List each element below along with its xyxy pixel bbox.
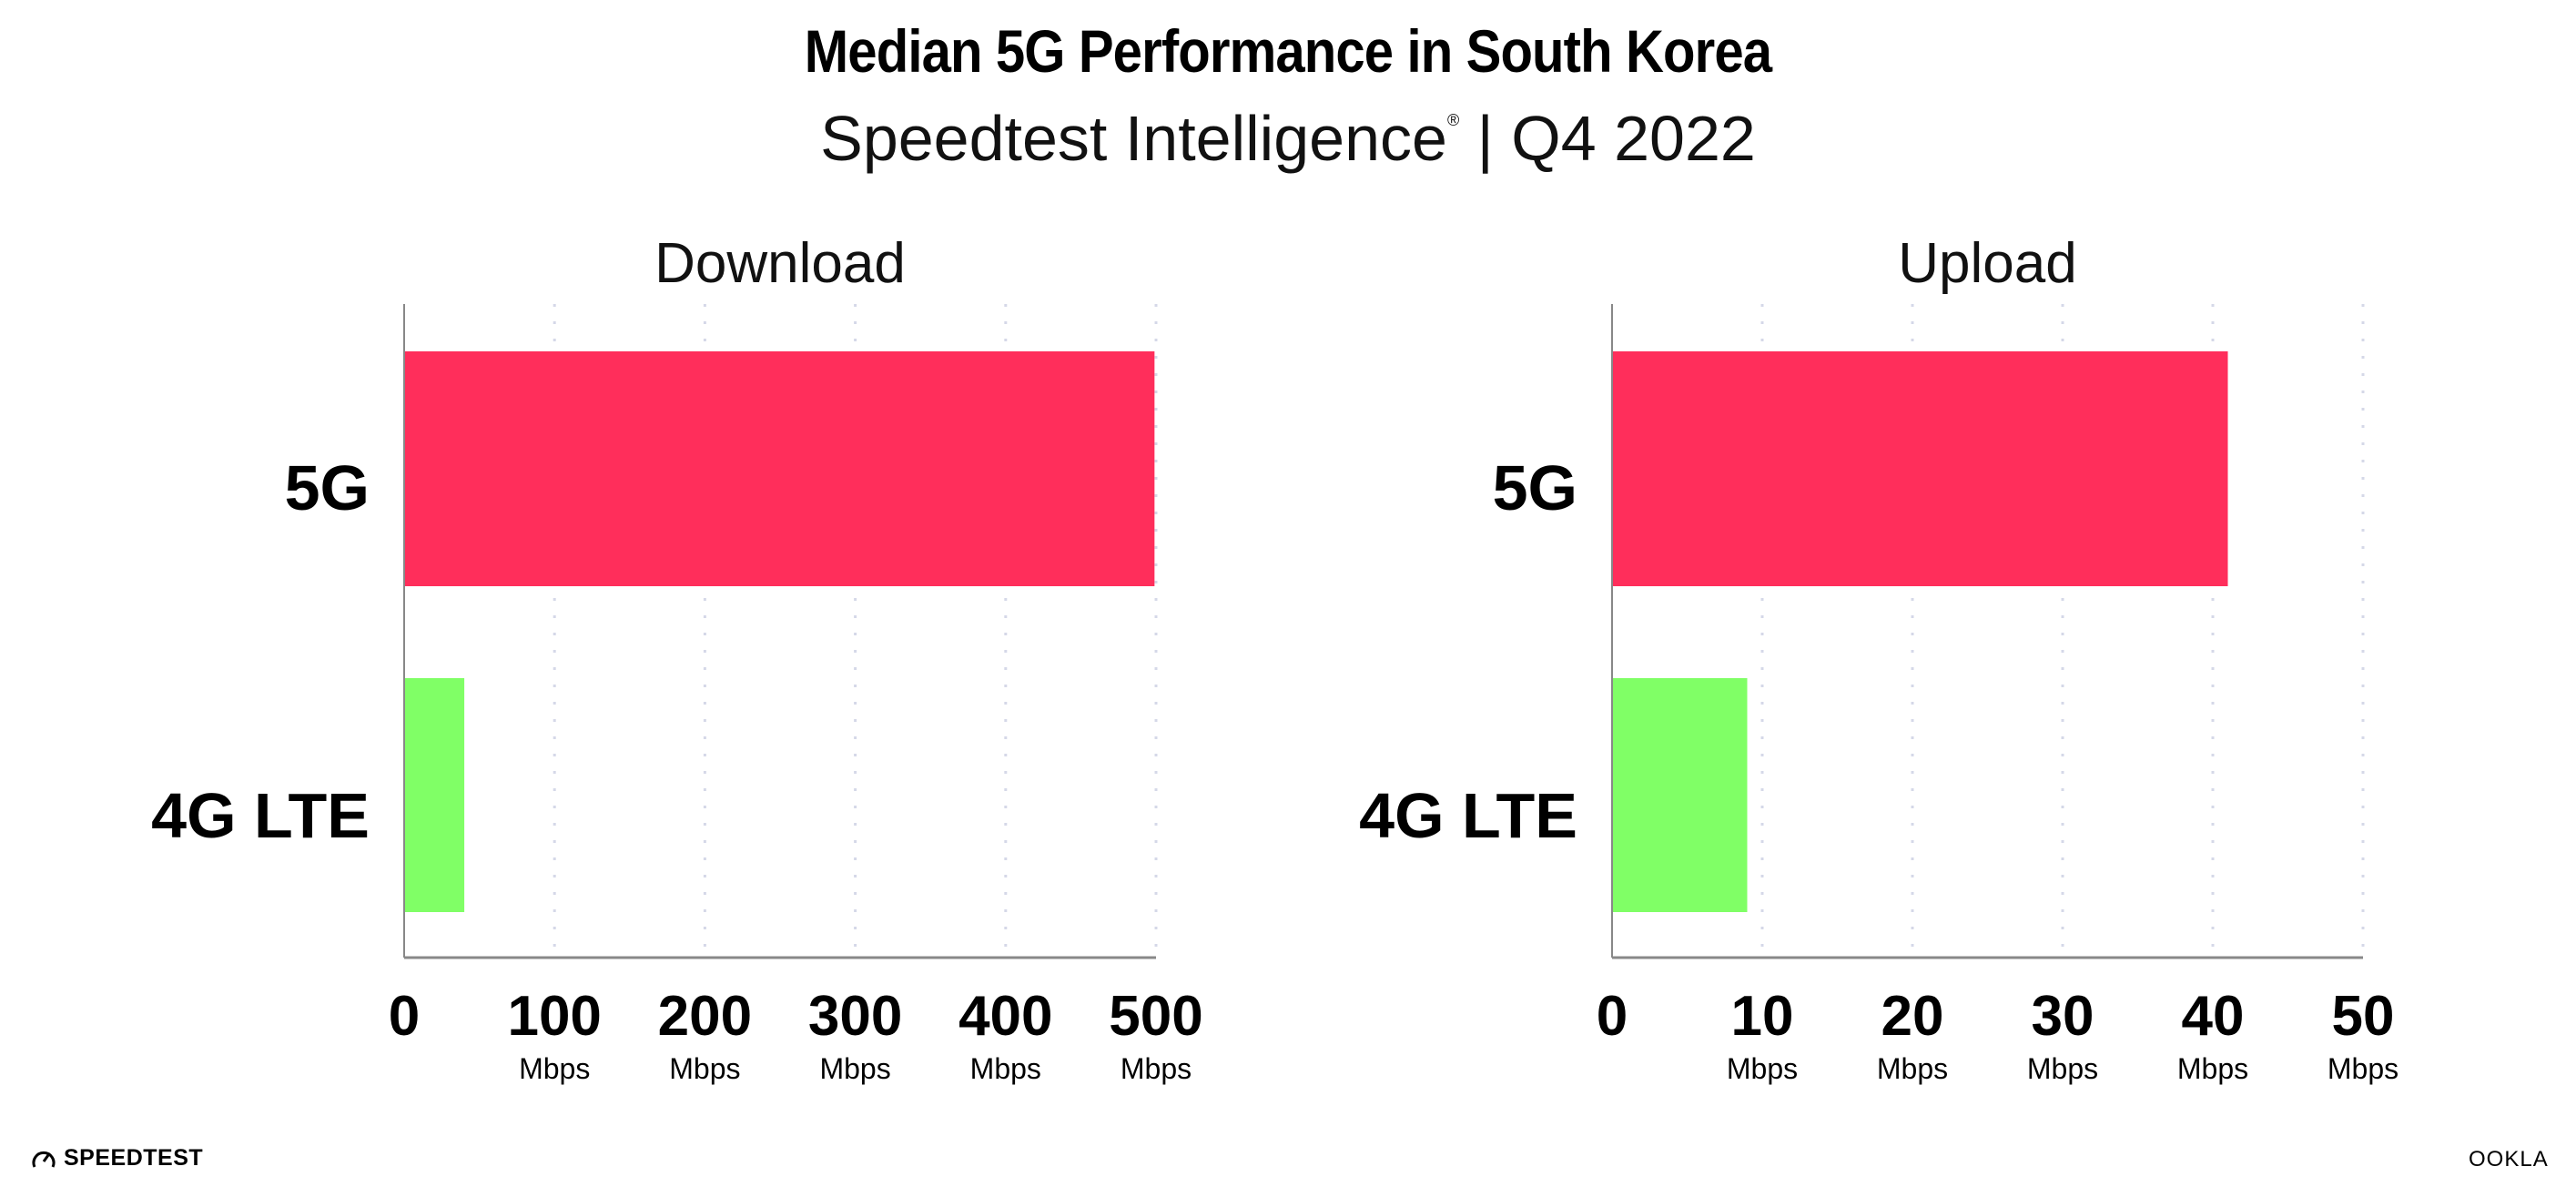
download-tick-label: 100: [507, 985, 601, 1048]
upload-panel-title: Upload: [1898, 232, 2076, 295]
upload-tick-label: 40: [2182, 985, 2245, 1048]
download-category-label: 5G: [285, 452, 370, 523]
subtitle-period: | Q4 2022: [1476, 103, 1756, 174]
download-tick-label: 500: [1109, 985, 1202, 1048]
upload-tick-label: 10: [1731, 985, 1794, 1048]
upload-tick-unit: Mbps: [2328, 1052, 2399, 1085]
download-tick-unit: Mbps: [669, 1052, 740, 1085]
speedtest-logo-text: SPEEDTEST: [64, 1145, 204, 1171]
chart-subtitle: Speedtest Intelligence® | Q4 2022: [0, 102, 2576, 175]
download-tick-label: 200: [658, 985, 752, 1048]
upload-bar-4g-lte: [1612, 678, 1748, 912]
ookla-logo: OOKLA: [2469, 1147, 2549, 1172]
download-tick-unit: Mbps: [970, 1052, 1041, 1085]
download-tick-label: 0: [389, 985, 420, 1048]
download-tick-label: 300: [808, 985, 902, 1048]
download-tick-unit: Mbps: [519, 1052, 590, 1085]
speedtest-logo: SPEEDTEST: [31, 1145, 203, 1172]
upload-tick-unit: Mbps: [2027, 1052, 2098, 1085]
upload-tick-label: 30: [2032, 985, 2094, 1048]
download-tick-label: 400: [958, 985, 1052, 1048]
upload-tick-unit: Mbps: [2177, 1052, 2248, 1085]
speedometer-icon: [32, 1151, 56, 1168]
upload-category-label: 5G: [1493, 452, 1577, 523]
subtitle-text: Speedtest Intelligence: [820, 103, 1447, 174]
download-tick-unit: Mbps: [819, 1052, 890, 1085]
upload-category-label: 4G LTE: [1359, 780, 1577, 851]
download-tick-unit: Mbps: [1121, 1052, 1192, 1085]
download-bar-4g-lte: [404, 678, 465, 912]
upload-tick-label: 0: [1597, 985, 1628, 1048]
download-category-label: 4G LTE: [151, 780, 370, 851]
upload-tick-label: 50: [2332, 985, 2395, 1048]
upload-tick-unit: Mbps: [1727, 1052, 1798, 1085]
chart-title: Median 5G Performance in South Korea: [804, 17, 1772, 85]
upload-tick-label: 20: [1881, 985, 1944, 1048]
download-bar-5g: [404, 351, 1155, 586]
upload-bar-5g: [1612, 351, 2228, 586]
upload-tick-unit: Mbps: [1877, 1052, 1948, 1085]
registered-mark: ®: [1446, 111, 1460, 129]
download-panel-title: Download: [654, 232, 906, 295]
